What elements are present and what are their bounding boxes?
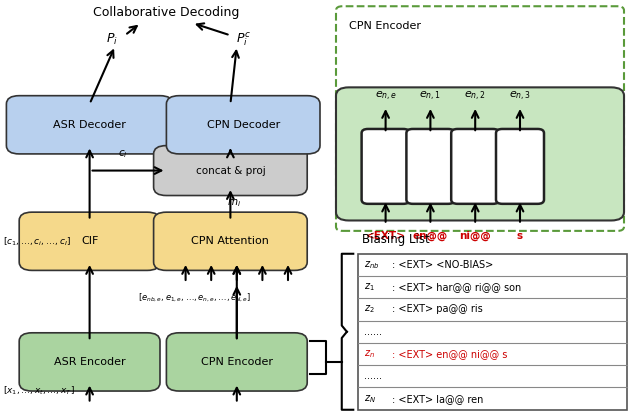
Text: $P_i^c$: $P_i^c$ (236, 31, 251, 48)
Text: ASR Decoder: ASR Decoder (53, 120, 126, 130)
Text: $z_N$: $z_N$ (364, 393, 376, 404)
Text: CIF: CIF (81, 236, 99, 246)
Text: : <EXT> <NO-BIAS>: : <EXT> <NO-BIAS> (392, 260, 493, 270)
Text: : <EXT> la@@ ren: : <EXT> la@@ ren (392, 394, 483, 404)
FancyBboxPatch shape (154, 146, 307, 196)
Text: $e_{n,e}$: $e_{n,e}$ (374, 90, 397, 103)
Text: $P_i$: $P_i$ (106, 32, 118, 47)
Text: $z_2$: $z_2$ (364, 304, 374, 315)
FancyBboxPatch shape (451, 129, 499, 204)
Text: ni@@: ni@@ (460, 231, 491, 241)
Text: CPN Attention: CPN Attention (191, 236, 269, 246)
FancyBboxPatch shape (336, 87, 624, 220)
FancyBboxPatch shape (406, 129, 454, 204)
Text: $z_{nb}$: $z_{nb}$ (364, 259, 379, 271)
Text: CPN Encoder: CPN Encoder (201, 357, 273, 367)
Text: ......: ...... (364, 327, 381, 337)
FancyBboxPatch shape (19, 333, 160, 391)
FancyBboxPatch shape (154, 212, 307, 270)
FancyBboxPatch shape (166, 333, 307, 391)
FancyBboxPatch shape (19, 212, 160, 270)
Text: $z_n$: $z_n$ (364, 348, 374, 360)
FancyBboxPatch shape (6, 96, 173, 154)
Text: CPN Decoder: CPN Decoder (207, 120, 280, 130)
Text: CPN Encoder: CPN Encoder (349, 21, 421, 31)
Text: $c_i$: $c_i$ (118, 149, 128, 160)
Text: ASR Encoder: ASR Encoder (54, 357, 125, 367)
Text: $[x_1,\ldots,x_t,\ldots,x_T]$: $[x_1,\ldots,x_t,\ldots,x_T]$ (3, 385, 75, 397)
Text: : <EXT> har@@ ri@@ son: : <EXT> har@@ ri@@ son (392, 282, 521, 292)
Text: $e_{n,1}$: $e_{n,1}$ (419, 90, 442, 103)
Text: <EXT>: <EXT> (365, 231, 406, 241)
Text: s: s (517, 231, 523, 241)
Text: $[e_{nb,e},e_{1,e},\ldots,e_{n,e},\ldots,e_{N,e}]$: $[e_{nb,e},e_{1,e},\ldots,e_{n,e},\ldots… (138, 291, 251, 304)
Text: : <EXT> pa@@ ris: : <EXT> pa@@ ris (392, 305, 483, 314)
Text: Biasing List: Biasing List (362, 233, 429, 246)
Text: en@@: en@@ (413, 231, 448, 241)
Text: Collaborative Decoding: Collaborative Decoding (93, 6, 239, 19)
Text: $m_i$: $m_i$ (227, 197, 241, 209)
FancyBboxPatch shape (496, 129, 544, 204)
FancyBboxPatch shape (166, 96, 320, 154)
Bar (358, 254, 627, 410)
Text: $e_{n,3}$: $e_{n,3}$ (509, 90, 531, 103)
Text: concat & proj: concat & proj (196, 166, 265, 176)
FancyBboxPatch shape (362, 129, 410, 204)
Text: $[c_1,\ldots,c_i,\ldots,c_I]$: $[c_1,\ldots,c_i,\ldots,c_I]$ (3, 235, 71, 248)
FancyBboxPatch shape (336, 6, 624, 231)
Text: : <EXT> en@@ ni@@ s: : <EXT> en@@ ni@@ s (392, 349, 507, 359)
Text: $e_{n,2}$: $e_{n,2}$ (464, 90, 486, 103)
Text: $z_1$: $z_1$ (364, 281, 374, 293)
Text: ......: ...... (364, 371, 381, 381)
